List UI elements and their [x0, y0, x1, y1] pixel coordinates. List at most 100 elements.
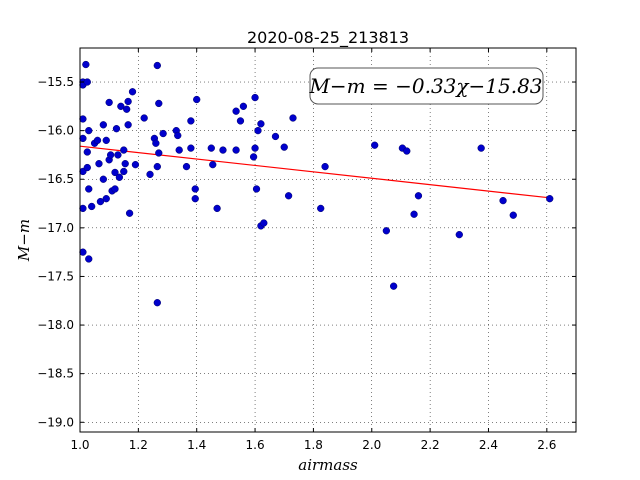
data-point [477, 144, 485, 152]
data-point [114, 151, 122, 159]
data-point [284, 192, 293, 200]
data-point [455, 231, 463, 239]
x-tick-label: 1.8 [304, 438, 323, 452]
data-point [213, 204, 221, 213]
x-tick-label: 1.6 [246, 438, 265, 452]
x-tick-label: 2.2 [421, 438, 440, 452]
data-point [105, 98, 113, 107]
data-point [251, 93, 259, 102]
data-point [260, 219, 268, 227]
data-point [140, 114, 148, 122]
data-point [382, 227, 391, 235]
data-point [209, 161, 217, 169]
data-point [280, 143, 288, 151]
data-point [120, 146, 128, 154]
data-point [106, 151, 115, 159]
data-point [93, 136, 102, 145]
data-point [102, 195, 110, 203]
chart-title: 2020-08-25_213813 [247, 28, 409, 48]
data-point [321, 162, 329, 171]
data-point [88, 202, 96, 211]
data-point [232, 146, 240, 154]
data-point [191, 195, 199, 203]
data-point [85, 126, 93, 135]
data-point [252, 185, 261, 193]
y-tick-label: −16.5 [37, 172, 74, 186]
data-point [159, 129, 167, 138]
y-tick-label: −17.5 [37, 269, 74, 283]
x-axis-label: airmass [298, 456, 358, 474]
data-point [83, 148, 91, 156]
annotation-text: M−m = −0.33χ−15.83 [308, 74, 542, 98]
data-point [389, 282, 398, 290]
y-tick-label: −17.0 [37, 221, 74, 235]
data-point [371, 141, 379, 149]
data-point [123, 105, 131, 113]
data-point [85, 185, 93, 193]
data-point [403, 147, 411, 155]
data-point [83, 163, 91, 172]
plot-frame [79, 47, 577, 433]
x-tick-label: 1.2 [129, 438, 148, 452]
data-point [289, 114, 297, 122]
data-point [121, 160, 129, 168]
y-tick-label: −18.5 [37, 367, 74, 381]
data-point [155, 99, 163, 108]
data-point [271, 132, 280, 141]
data-point [102, 136, 110, 145]
data-point [232, 107, 240, 115]
data-point [175, 146, 183, 154]
plot-background [80, 48, 576, 432]
data-point [155, 149, 163, 157]
data-point [191, 185, 199, 193]
data-point [120, 167, 128, 176]
data-point [499, 196, 507, 205]
x-tick-label: 1.4 [187, 438, 206, 452]
x-tick-label: 2.0 [362, 438, 381, 452]
data-point [414, 192, 423, 200]
y-tick-label: −16.0 [37, 124, 74, 138]
data-point [174, 131, 182, 140]
data-point [79, 204, 87, 213]
y-axis-label: M−m [15, 219, 33, 262]
grid-lines [79, 48, 576, 432]
data-point [251, 144, 259, 152]
data-point [111, 185, 119, 193]
data-point [153, 299, 161, 307]
data-point [125, 209, 134, 217]
x-tick-label: 2.4 [479, 438, 498, 452]
data-point [85, 255, 93, 263]
data-point [219, 146, 227, 154]
data-point [79, 115, 87, 123]
data-point [146, 170, 154, 179]
data-point [509, 211, 517, 219]
data-point [236, 117, 245, 125]
data-point [79, 134, 87, 143]
data-point [239, 102, 248, 110]
data-point [82, 60, 90, 69]
data-point [124, 97, 132, 106]
data-point [112, 125, 121, 133]
data-point [128, 88, 137, 96]
data-point [249, 153, 258, 161]
data-point [96, 197, 105, 206]
y-tick-label: −15.5 [37, 75, 74, 89]
data-point [257, 120, 265, 128]
data-point [99, 121, 107, 129]
data-point [83, 78, 91, 86]
data-points [79, 60, 554, 307]
data-point [410, 210, 418, 218]
y-tick-label: −18.0 [37, 318, 74, 332]
data-point [131, 161, 140, 169]
data-point [187, 117, 195, 125]
annotation-box [309, 67, 544, 105]
data-point [95, 160, 103, 168]
data-point [99, 175, 107, 183]
data-point [254, 126, 262, 135]
x-axis-ticks: 1.0 1.2 1.4 1.6 1.8 2.0 2.2 2.4 2.6 [70, 48, 556, 452]
data-point [193, 95, 201, 104]
data-point [111, 168, 119, 177]
data-point [153, 162, 161, 171]
data-point [152, 139, 160, 147]
